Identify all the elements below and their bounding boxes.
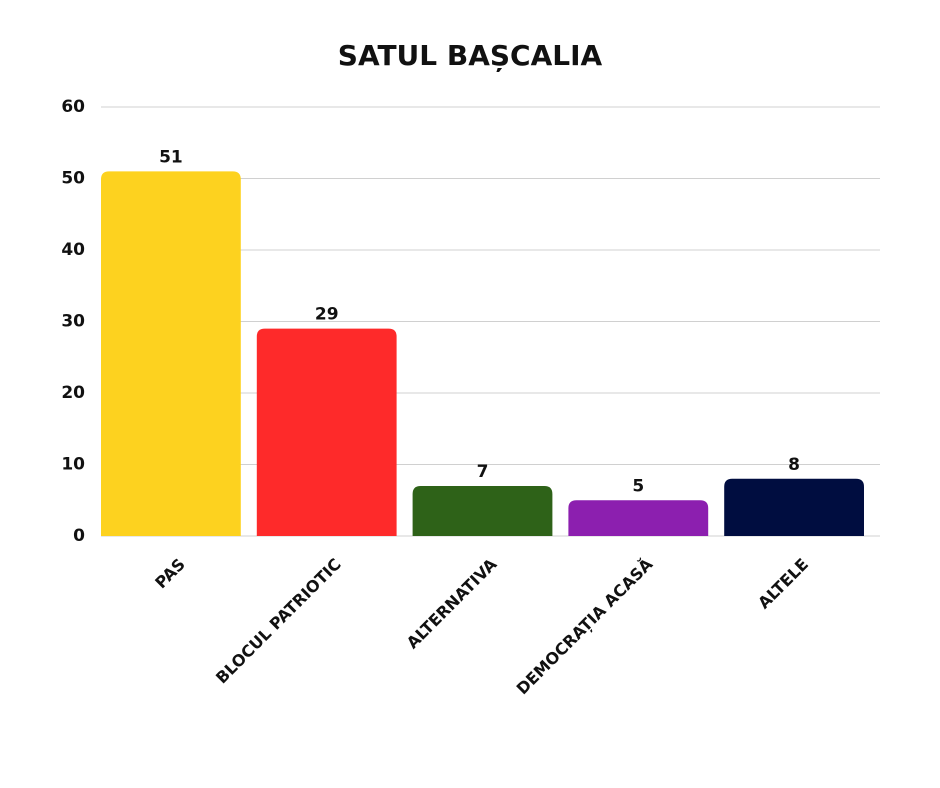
bar [724, 478, 864, 536]
y-tick-label: 40 [61, 240, 85, 260]
y-tick-label: 10 [61, 455, 85, 475]
bar [256, 328, 397, 536]
x-tick-label: ALTELE [754, 555, 812, 613]
y-tick-label: 20 [61, 383, 85, 403]
bar [568, 500, 709, 536]
bar [101, 171, 241, 536]
value-label: 5 [632, 476, 644, 496]
x-tick-label: BLOCUL PATRIOTIC [212, 555, 345, 688]
x-tick-label: DEMOCRAȚIA ACASĂ [513, 554, 657, 698]
value-label: 8 [788, 455, 800, 475]
value-label: 29 [315, 305, 339, 325]
y-tick-label: 0 [73, 526, 85, 546]
x-tick-label: ALTERNATIVA [403, 554, 501, 652]
bar [412, 485, 553, 536]
x-tick-label: PAS [151, 555, 189, 593]
value-label: 51 [159, 147, 183, 167]
value-label: 7 [477, 462, 489, 482]
y-tick-label: 50 [61, 169, 85, 189]
y-tick-label: 60 [61, 97, 85, 117]
y-tick-label: 30 [61, 312, 85, 332]
chart-title: SATUL BAȘCALIA [338, 39, 603, 72]
